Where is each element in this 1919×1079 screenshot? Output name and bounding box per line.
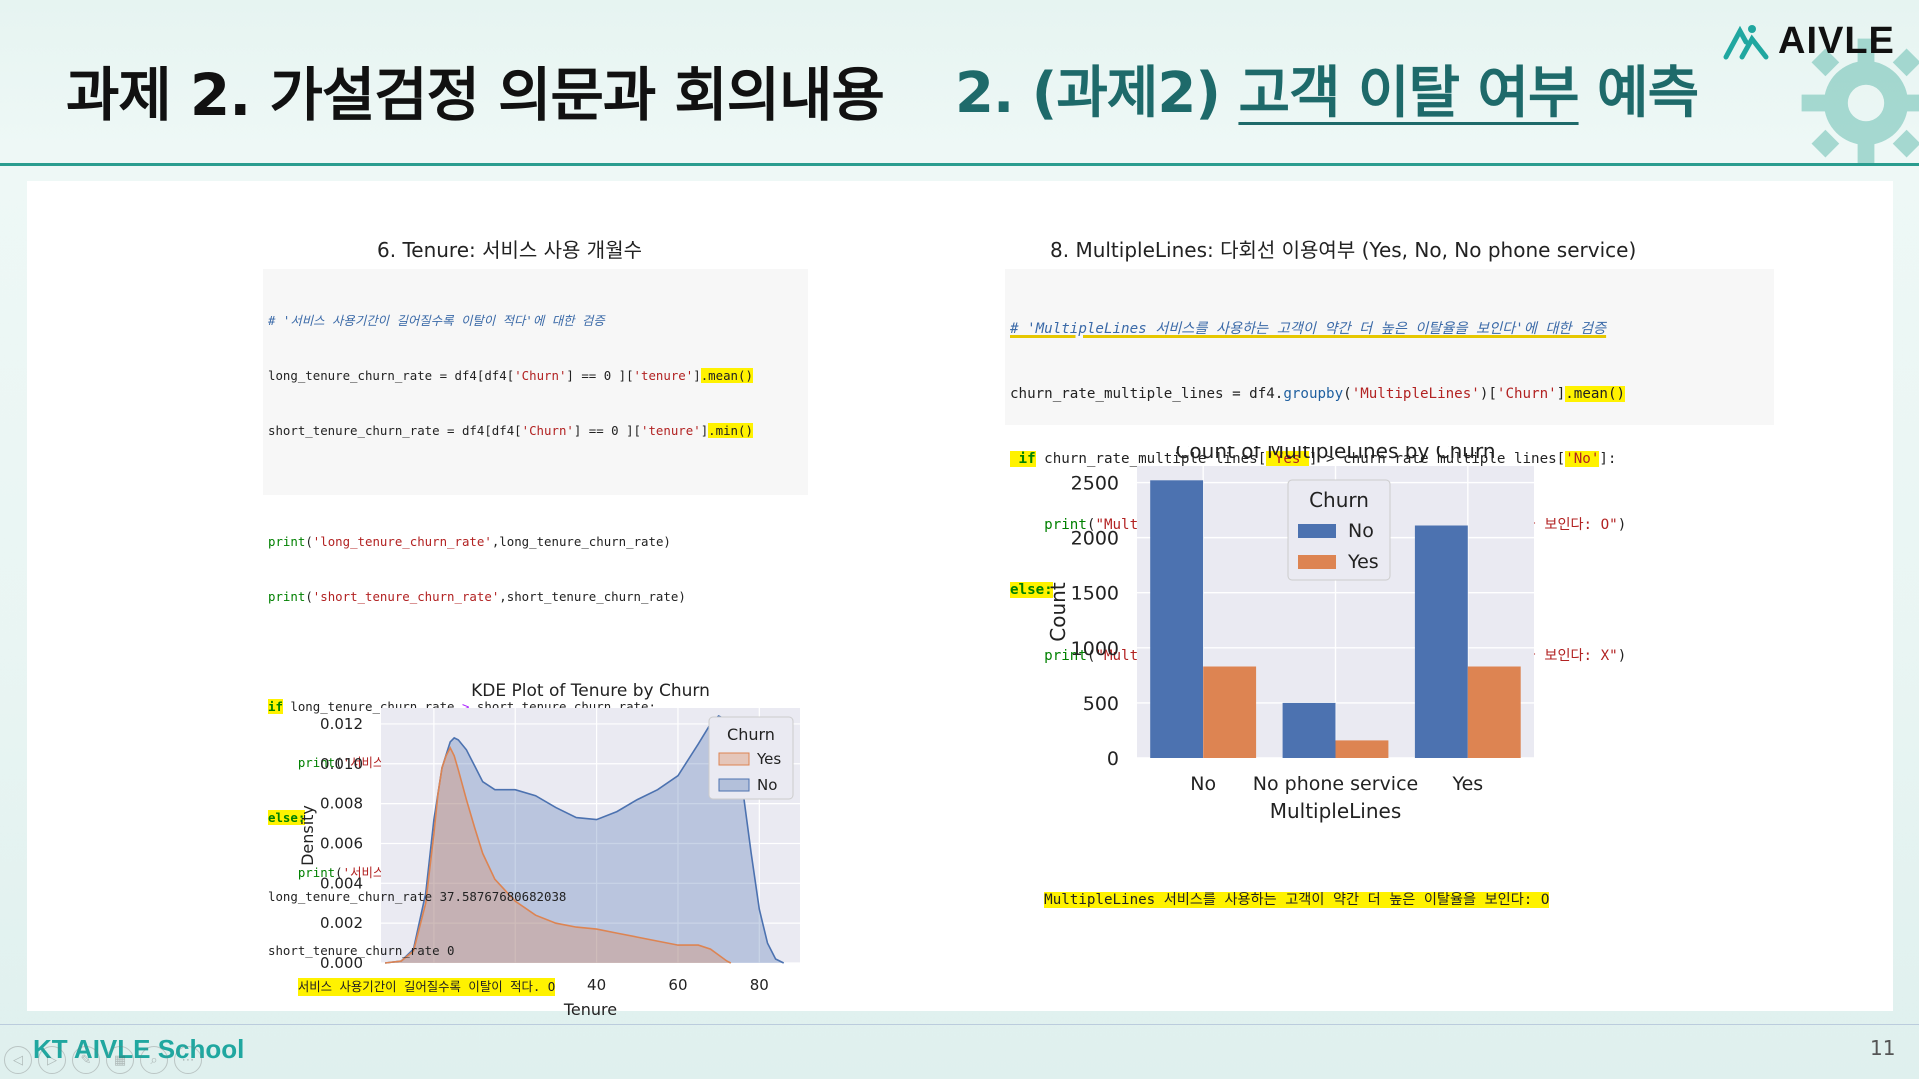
bar-yes <box>1335 740 1389 758</box>
bar-y-axis-label: Count <box>1046 582 1070 642</box>
slide-title: 과제 2. 가설검정 의문과 회의내용 <box>66 61 885 129</box>
kde-legend-title: Churn <box>727 725 775 744</box>
footer-divider <box>0 1024 1919 1025</box>
logo-mark-icon <box>1723 24 1769 59</box>
slide-header: 과제 2. 가설검정 의문과 회의내용 2. (과제2) 고객 이탈 여부 예측… <box>0 0 1919 166</box>
bar-x-axis-label: MultipleLines <box>1270 799 1402 823</box>
kde-area-yes <box>385 747 731 963</box>
zoom-icon[interactable]: ⌕ <box>140 1046 168 1074</box>
code-line: else: <box>268 809 306 825</box>
subtitle-suffix: 예측 <box>1578 61 1699 126</box>
kde-y-tick-label: 0.002 <box>320 914 363 932</box>
kde-legend-swatch-yes <box>718 752 750 766</box>
code-line: churn_rate_multiple_lines = df4.groupby(… <box>1010 385 1626 402</box>
kde-legend-label: No <box>757 776 777 794</box>
right-panel-title: 8. MultipleLines: 다회선 이용여부 (Yes, No, No … <box>1050 238 1637 262</box>
bar-y-tick-label: 2000 <box>1071 528 1119 550</box>
kde-y-tick-label: 0.000 <box>320 954 363 972</box>
kde-legend-swatch-no <box>718 778 750 792</box>
output-line-highlighted: 서비스 사용기간이 길어질수록 이탈이 적다. O <box>297 978 556 996</box>
kde-area-no <box>385 716 784 963</box>
code-line: # 'MultipleLines 서비스를 사용하는 고객이 약간 더 높은 이… <box>1010 320 1607 337</box>
output-line-highlighted: MultipleLines 서비스를 사용하는 고객이 약간 더 높은 이탈율을… <box>1044 892 1550 908</box>
bar-legend-label: Yes <box>1347 551 1379 573</box>
page-number: 11 <box>1870 1036 1896 1060</box>
kde-x-tick-label: 40 <box>587 976 606 994</box>
kde-x-tick-label: 80 <box>750 976 769 994</box>
bar-legend-label: No <box>1348 520 1374 542</box>
kde-y-axis-label: Density <box>298 805 317 866</box>
footer-school-name: KT AIVLE School <box>33 1034 245 1064</box>
logo-text: AIVLE <box>1778 20 1895 62</box>
code-line: else: <box>1010 582 1053 599</box>
next-slide-icon[interactable]: ▷ <box>38 1046 66 1074</box>
bar-x-tick-label: No phone service <box>1253 773 1418 795</box>
slide-content: 6. Tenure: 서비스 사용 개월수 # '서비스 사용기간이 길어질수록… <box>27 181 1893 1019</box>
slides-icon[interactable]: ▦ <box>106 1046 134 1074</box>
bar-y-tick-label: 500 <box>1083 693 1119 715</box>
kde-x-axis-label: Tenure <box>563 1000 617 1019</box>
bar-y-tick-label: 1000 <box>1071 638 1119 660</box>
bar-no <box>1414 525 1468 758</box>
bar-chart: Count of MultipleLines by Churn 0 500 1000 1… <box>1046 446 1534 823</box>
kde-y-tick-label: 0.006 <box>320 834 363 852</box>
prev-slide-icon[interactable]: ◁ <box>4 1046 32 1074</box>
bar-no <box>1282 702 1336 758</box>
bar-yes <box>1467 666 1521 758</box>
bar-legend-title: Churn <box>1309 488 1369 512</box>
kde-line-yes <box>385 746 732 964</box>
aivle-logo: AIVLE <box>1722 20 1895 63</box>
code-line: if churn_rate_multiple_lines['Yes'] > ch… <box>1010 451 1617 468</box>
bar-x-tick-label: Yes <box>1451 773 1483 795</box>
kde-chart-title: KDE Plot of Tenure by Churn <box>471 681 710 701</box>
subtitle-prefix: 2. (과제2) <box>955 61 1239 126</box>
code-line: # '서비스 사용기간이 길어질수록 이탈이 적다'에 대한 검증 <box>268 312 605 328</box>
code-line: long_tenure_churn_rate = df4[df4['Churn'… <box>268 368 753 384</box>
code-line: print('short_tenure_churn_rate',short_te… <box>268 588 686 604</box>
gear-icon <box>1801 38 1919 164</box>
code-line: short_tenure_churn_rate = df4[df4['Churn… <box>268 423 753 439</box>
left-output: long_tenure_churn_rate 37.58767680682038… <box>268 852 566 1014</box>
left-code-cell: # '서비스 사용기간이 길어질수록 이탈이 적다'에 대한 검증 long_t… <box>263 269 808 880</box>
output-line: long_tenure_churn_rate 37.58767680682038 <box>268 889 567 904</box>
bar-y-tick-label: 1500 <box>1071 583 1119 605</box>
code-line: print('long_tenure_churn_rate',long_tenu… <box>268 533 671 549</box>
bar-x-tick-label: No <box>1190 773 1216 795</box>
subtitle-underlined: 고객 이탈 여부 <box>1238 61 1579 126</box>
kde-chart: KDE Plot of Tenure by Churn0204060800.00… <box>298 681 800 1019</box>
output-line: short_tenure_churn_rate 0 <box>268 943 455 958</box>
bar-no <box>1150 480 1204 758</box>
bar-yes <box>1203 666 1257 758</box>
right-output: MultipleLines 서비스를 사용하는 고객이 약간 더 높은 이탈율을… <box>1010 873 1550 925</box>
pen-icon[interactable]: ✎ <box>72 1046 100 1074</box>
kde-y-tick-label: 0.012 <box>320 715 363 733</box>
bar-y-tick-label: 2500 <box>1071 473 1119 495</box>
header-divider <box>0 163 1919 166</box>
kde-y-tick-label: 0.010 <box>320 755 363 773</box>
bar-legend-swatch-no <box>1298 524 1336 538</box>
slideshow-toolbar: ◁ ▷ ✎ ▦ ⌕ ⋯ <box>4 1046 202 1074</box>
kde-y-tick-label: 0.008 <box>320 795 363 813</box>
kde-y-tick-label: 0.004 <box>320 874 363 892</box>
left-panel-title: 6. Tenure: 서비스 사용 개월수 <box>377 238 643 262</box>
slide-subtitle: 2. (과제2) 고객 이탈 여부 예측 <box>955 48 1699 129</box>
more-icon[interactable]: ⋯ <box>174 1046 202 1074</box>
bar-chart-title: Count of MultipleLines by Churn <box>1175 446 1495 463</box>
kde-legend-label: Yes <box>756 750 781 768</box>
bar-legend-swatch-yes <box>1298 555 1336 569</box>
bar-y-tick-label: 0 <box>1107 748 1119 770</box>
kde-x-tick-label: 60 <box>668 976 687 994</box>
right-code-cell: # 'MultipleLines 서비스를 사용하는 고객이 약간 더 높은 이… <box>1005 269 1774 664</box>
